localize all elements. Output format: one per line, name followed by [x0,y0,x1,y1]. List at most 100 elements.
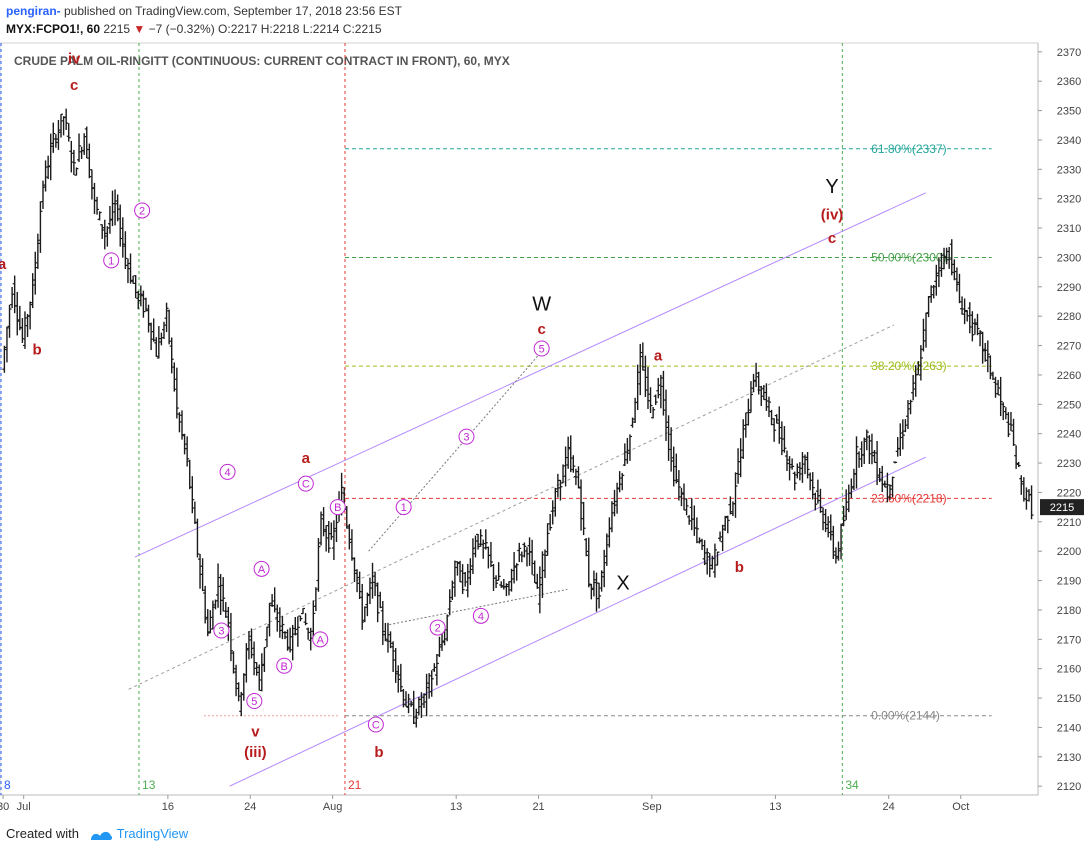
wave-circle-marker [246,693,263,709]
wave-circle-label: 4 [478,611,484,623]
wave-label: a [302,450,311,467]
wave-circle-label: A [258,564,266,576]
publish-info: pengiran- published on TradingView.com, … [6,4,402,18]
wave-circle-marker [134,202,151,219]
y-tick-label: 2180 [1057,605,1081,617]
wave-degree-label: X [616,572,629,594]
wave-circle-marker [533,340,550,357]
y-tick-label: 2200 [1057,546,1081,558]
chart-title: CRUDE PALM OIL-RINGITT (CONTINUOUS: CURR… [14,54,510,68]
wave-circle-label: B [281,661,288,673]
y-tick-label: 2130 [1057,752,1081,764]
wave-circle-marker [395,499,412,516]
wave-label: a [654,347,663,364]
channel-line [229,456,926,787]
y-tick-label: 2190 [1057,576,1081,588]
y-tick-label: 2230 [1057,458,1081,470]
y-tick-label: 2150 [1057,693,1081,705]
created-with-text: Created with [6,826,79,841]
footer: Created with TradingView [6,826,188,842]
wave-circle-marker [472,607,489,624]
y-tick-label: 2270 [1057,341,1081,353]
wave-label: c [70,77,78,94]
y-tick-label: 2140 [1057,722,1081,734]
tradingview-logo-icon [90,831,112,840]
x-tick-label: Aug [323,801,343,813]
x-tick-label: Sep [642,801,662,813]
fib-level-label: 38.20%(2263) [871,359,946,373]
vertical-marker-label: 8 [4,778,11,792]
y-tick-label: 2250 [1057,399,1081,411]
wave-circle-marker [367,716,384,733]
y-tick-label: 2340 [1057,135,1081,147]
wave-circle-marker [458,428,475,445]
wave-circle-marker [103,252,120,269]
wave-circle-label: 1 [401,502,407,514]
y-tick-label: 2160 [1057,664,1081,676]
y-tick-label: 2240 [1057,429,1081,441]
y-tick-label: 2320 [1057,194,1081,206]
wave-circle-label: 5 [251,696,257,708]
trend-fan-line [368,345,548,552]
y-tick-label: 2330 [1057,164,1081,176]
vertical-marker-label: 34 [845,778,859,792]
wave-circle-label: C [302,479,310,491]
wave-circle-label: 3 [218,626,224,638]
wave-label: b [735,559,744,576]
y-tick-label: 2210 [1057,517,1081,529]
vertical-marker-label: 13 [142,778,156,792]
wave-circle-label: C [372,720,380,732]
wave-circle-marker [297,475,314,492]
wave-circle-label: 5 [539,344,545,356]
wave-circle-label: B [334,502,341,514]
x-tick-label: Jul [17,801,31,813]
wave-label: v [251,723,260,740]
wave-circle-marker [253,560,270,577]
vertical-marker-label: 21 [348,778,362,792]
x-tick-label: Oct [952,801,969,813]
wave-circle-label: 2 [435,623,441,635]
wave-label: b [374,744,383,761]
y-tick-label: 2300 [1057,252,1081,264]
wave-circle-marker [219,463,236,480]
wave-label: a [0,256,7,273]
wave-circle-label: 3 [463,432,469,444]
wave-label: c [537,321,545,338]
wave-circle-label: 4 [225,467,231,479]
tradingview-brand[interactable]: TradingView [116,826,189,841]
last-price-badge [1040,499,1084,516]
y-tick-label: 2120 [1057,781,1081,793]
author-name[interactable]: pengiran- [6,4,61,18]
wave-circle-marker [213,622,230,639]
symbol-name: MYX:FCPO1!, 60 [6,22,101,36]
wave-label: iv [68,51,81,68]
wave-circle-marker [329,499,346,516]
x-tick-label: 21 [532,801,544,813]
y-tick-label: 2170 [1057,634,1081,646]
wave-circle-label: 1 [108,255,114,267]
wave-label: b [32,341,41,358]
channel-line [134,192,926,558]
last-price: 2215 [103,22,131,36]
x-tick-label: 30 [0,801,9,813]
wave-label: c [828,230,836,247]
fib-level-label: 23.60%(2218) [871,491,946,505]
wave-circle-label: 2 [139,205,145,217]
y-tick-label: 2290 [1057,282,1081,294]
fib-level-label: 0.00%(2144) [871,709,940,723]
y-tick-label: 2360 [1057,76,1081,88]
published-text: published on TradingView.com, September … [60,4,403,18]
ohlc-values: O:2217 H:2218 L:2214 C:2215 [218,22,382,36]
wave-circle-marker [429,619,446,636]
wave-circle-marker [312,631,329,648]
last-price-label: 2215 [1050,502,1074,514]
change-arrow-icon: ▼ [133,22,146,36]
wave-degree-label: W [532,293,551,315]
y-tick-label: 2310 [1057,223,1081,235]
wave-circle-marker [276,657,293,674]
x-tick-label: 24 [244,801,256,813]
wave-label: (iv) [821,206,844,223]
y-tick-label: 2280 [1057,311,1081,323]
